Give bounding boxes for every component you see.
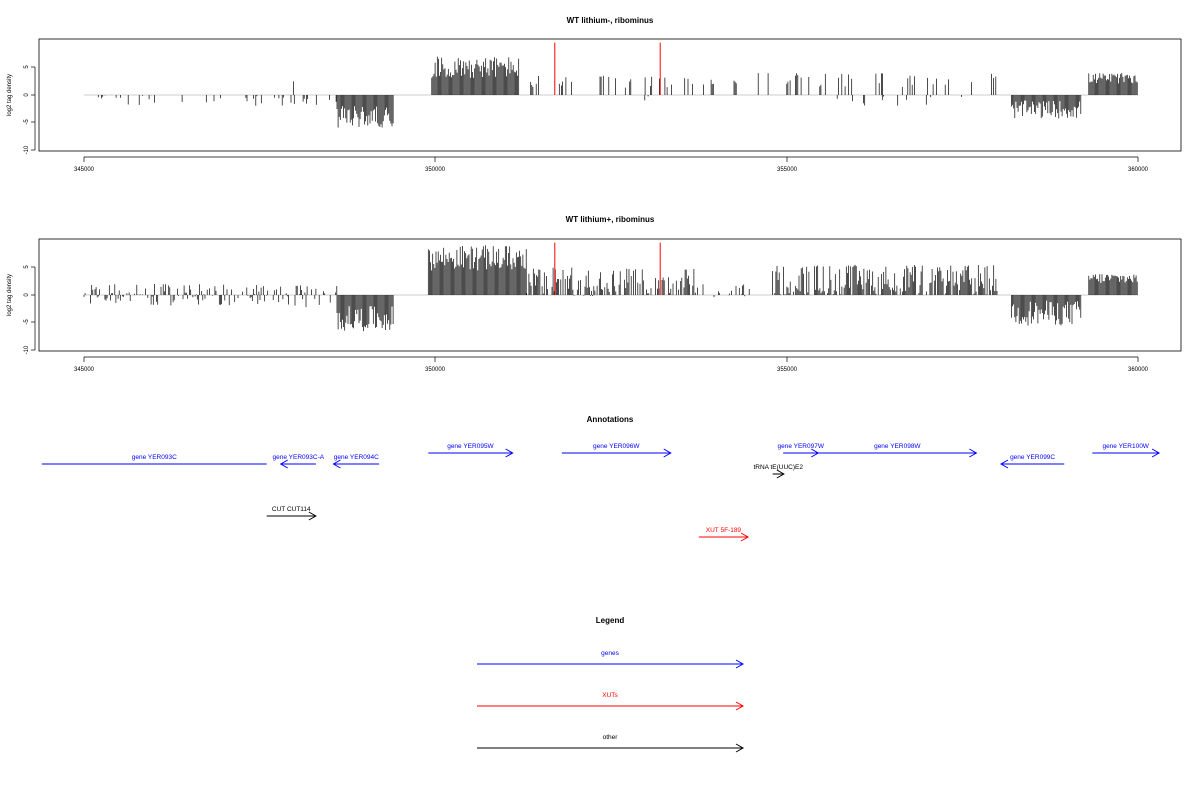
track-1-y-tick-label: 0 [24, 93, 30, 97]
track-2-plot-frame [38, 238, 1182, 352]
annotation-feature-label: gene YER099C [1010, 454, 1055, 461]
legend-label-other: other [603, 734, 619, 741]
track-1-highlights [554, 42, 661, 95]
track-2-x-tick-label: 355000 [777, 367, 798, 373]
annotation-feature-label: gene YER095W [447, 443, 494, 450]
track-1-y-tick-label: 5 [24, 65, 30, 69]
track-2-y-tick-label: 5 [24, 265, 30, 269]
annotation-feature-label: gene YER098W [874, 443, 921, 450]
track-1-y-tick-label: -5 [24, 119, 30, 125]
annotation-feature-arrowhead [332, 459, 341, 469]
annotation-feature: tRNA tE(UUC)E2 [753, 464, 803, 479]
annotation-feature: gene YER097W [777, 443, 825, 458]
legend-arrowhead [735, 659, 745, 669]
annotation-feature-arrowhead [308, 511, 317, 521]
track-2-x-tick-label: 350000 [425, 367, 446, 373]
legend-label-xuts: XUTs [602, 692, 618, 699]
track-2-title: WT lithium+, ribominus [566, 215, 655, 224]
annotation-feature-arrowhead [505, 448, 514, 458]
track-2-x-tick-label: 360000 [1128, 367, 1149, 373]
annotation-feature-label: gene YER094C [334, 454, 379, 461]
annotation-feature-arrowhead [663, 448, 672, 458]
track-2-ylabel: log2 tag density [7, 274, 13, 316]
track-1-x-tick-label: 360000 [1128, 167, 1149, 173]
annotation-feature-label: gene YER096W [593, 443, 640, 450]
track-1-x-tick-label: 345000 [74, 167, 95, 173]
track-1-y-axis: -10 -5 0 5 [24, 65, 36, 154]
annotation-feature: gene YER096W [561, 443, 672, 458]
annotation-feature: gene YER099C [999, 454, 1065, 469]
track-2-x-tick-label: 345000 [74, 367, 95, 373]
track-1-ylabel: log2 tag density [7, 74, 13, 116]
annotation-feature-arrowhead [969, 448, 978, 458]
legend-item-xuts: XUTs [477, 692, 745, 711]
annotation-feature: gene YER095W [428, 443, 514, 458]
track-1-y-tick-label: -10 [24, 145, 30, 154]
track-1-title: WT lithium-, ribominus [567, 16, 654, 25]
annotation-feature: CUT CUT114 [266, 506, 317, 521]
legend-arrowhead [735, 701, 745, 711]
annotation-feature-label: gene YER093C [132, 454, 177, 461]
legend-title: Legend [596, 616, 625, 625]
annotation-feature: gene YER098W [818, 443, 978, 458]
annotations-title: Annotations [587, 415, 634, 424]
annotation-feature: gene YER100W [1092, 443, 1161, 458]
annotation-feature-label: tRNA tE(UUC)E2 [753, 464, 803, 471]
annotation-feature-label: gene YER100W [1102, 443, 1149, 450]
annotation-feature-arrowhead [776, 469, 785, 479]
annotation-features: gene YER093C gene YER093C-A gene YER094C ge… [41, 443, 1161, 542]
annotations-panel: Annotations gene YER093C gene YER093C-A ge… [41, 415, 1161, 542]
track-1-x-tick-label: 350000 [425, 167, 446, 173]
track-panel-2: WT lithium+, ribominus log2 tag density … [7, 215, 1182, 373]
track-1-plot-frame [38, 38, 1182, 152]
track-2-y-tick-label: -10 [24, 345, 30, 354]
annotation-feature-label: gene YER093C-A [273, 454, 325, 461]
annotation-feature-arrowhead [740, 532, 750, 542]
legend-panel: Legend genes XUTs other [477, 616, 745, 753]
annotation-feature-label: XUT 5F-189 [706, 527, 742, 534]
annotation-feature-arrowhead [999, 459, 1009, 469]
track-1-x-tick-label: 355000 [777, 167, 798, 173]
legend-item-genes: genes [477, 650, 745, 669]
track-2-y-tick-label: 0 [24, 293, 30, 297]
track-2-x-axis: 345000 350000 355000 360000 [74, 356, 1149, 373]
track-2-y-axis: -10 -5 0 5 [24, 265, 36, 354]
annotation-feature-arrowhead [279, 459, 288, 469]
track-2-highlights [554, 242, 661, 295]
annotation-feature-label: CUT CUT114 [272, 506, 311, 513]
annotation-feature: XUT 5F-189 [698, 527, 750, 542]
track-1-bars [97, 56, 1138, 128]
track-2-y-tick-label: -5 [24, 319, 30, 325]
annotation-feature-label: gene YER097W [777, 443, 824, 450]
legend-arrowhead [735, 743, 745, 753]
annotation-feature-arrowhead [1151, 448, 1161, 458]
track-panel-1: WT lithium-, ribominus log2 tag density … [7, 16, 1182, 173]
annotation-feature: gene YER093C [41, 454, 267, 465]
track-2-bars [83, 245, 1138, 332]
annotation-feature: gene YER093C-A [273, 454, 325, 469]
track-1-x-axis: 345000 350000 355000 360000 [74, 156, 1149, 173]
annotation-feature: gene YER094C [332, 454, 380, 469]
legend-label-genes: genes [601, 650, 619, 657]
legend-item-other: other [477, 734, 745, 753]
